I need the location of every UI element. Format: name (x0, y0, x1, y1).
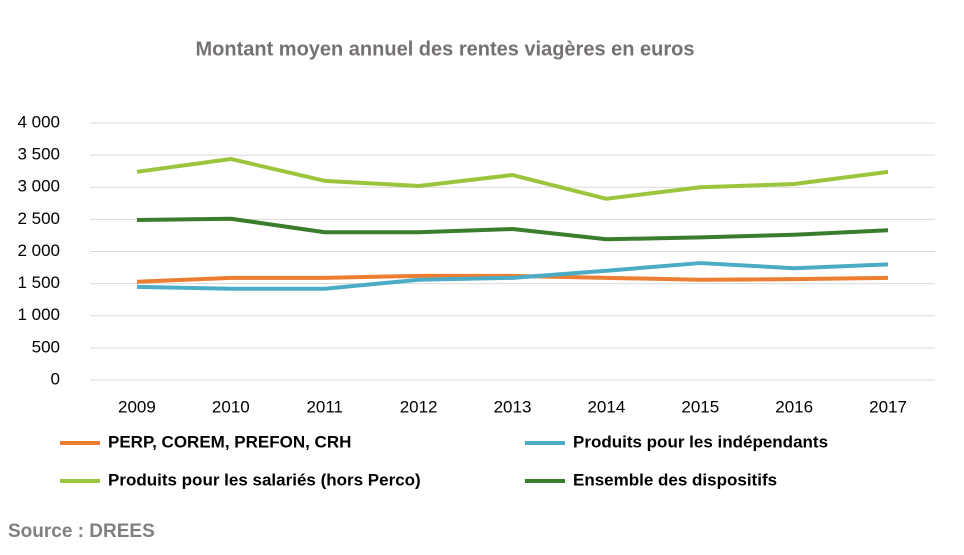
legend-label: Ensemble des dispositifs (573, 470, 777, 489)
x-tick-label: 2017 (869, 397, 907, 416)
y-tick-label: 1 000 (17, 305, 60, 324)
x-tick-label: 2016 (775, 397, 813, 416)
y-tick-label: 3 000 (17, 177, 60, 196)
y-tick-label: 1 500 (17, 273, 60, 292)
series-line (136, 156, 889, 201)
series-line (136, 216, 889, 242)
y-tick-label: 4 000 (17, 112, 60, 131)
legend-label: Produits pour les salariés (hors Perco) (108, 470, 421, 489)
source: Source : DREES (8, 521, 155, 542)
legend-label: PERP, COREM, PREFON, CRH (108, 432, 351, 451)
x-tick-label: 2011 (306, 397, 343, 416)
y-tick-label: 2 500 (17, 209, 60, 228)
y-tick-label: 3 500 (17, 145, 60, 164)
series-line (136, 261, 889, 291)
x-tick-label: 2013 (494, 397, 532, 416)
x-tick-label: 2014 (587, 397, 625, 416)
y-tick-label: 0 (51, 369, 60, 388)
x-tick-label: 2010 (212, 397, 250, 416)
chart-title: Montant moyen annuel des rentes viagères… (195, 38, 694, 60)
y-tick-label: 2 000 (17, 241, 60, 260)
legend-label: Produits pour les indépendants (573, 432, 828, 451)
x-tick-label: 2015 (681, 397, 719, 416)
y-tick-label: 500 (32, 337, 60, 356)
x-tick-label: 2009 (118, 397, 156, 416)
x-tick-label: 2012 (400, 397, 438, 416)
